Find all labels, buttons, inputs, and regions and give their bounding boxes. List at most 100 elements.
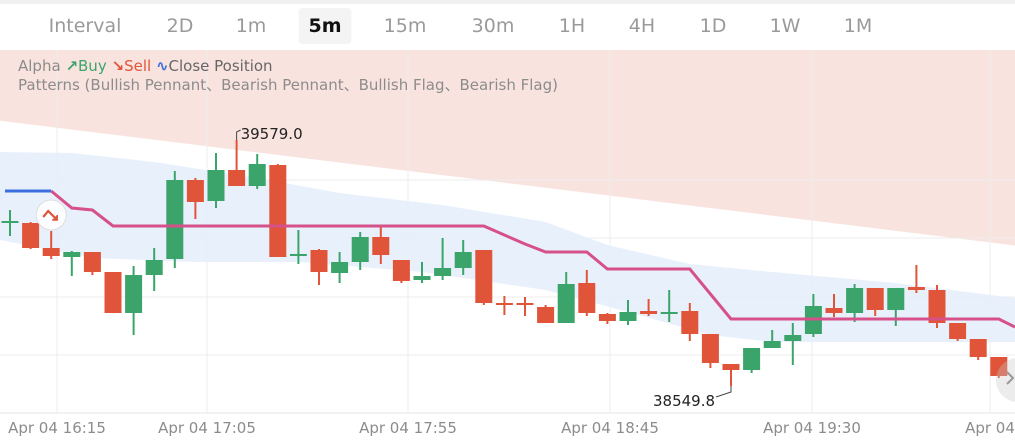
candle-body <box>125 274 143 313</box>
candle-body <box>495 303 513 306</box>
x-tick-label: Apr 04 18:45 <box>561 419 659 437</box>
tab-4h[interactable]: 4H <box>628 15 656 37</box>
candle <box>537 305 555 324</box>
candle <box>310 249 328 286</box>
candle-body <box>866 287 884 311</box>
candle-body <box>63 251 81 257</box>
candle <box>866 287 884 317</box>
x-tick-label: Apr 04 19:30 <box>763 419 861 437</box>
candle-body <box>310 249 328 273</box>
candle <box>475 249 493 306</box>
candle <box>63 250 81 276</box>
candle-body <box>413 275 431 281</box>
tab-interval: Interval <box>48 15 122 37</box>
candle-body <box>949 323 967 339</box>
candle-body <box>969 338 987 357</box>
candle-body <box>228 169 246 187</box>
candle <box>145 248 163 292</box>
candle <box>516 297 534 317</box>
high-price-label: 39579.0 <box>241 125 303 143</box>
candle-body <box>186 180 204 202</box>
candle <box>413 261 431 283</box>
candle-body <box>104 272 122 313</box>
low-price-label: 38549.8 <box>653 392 715 410</box>
tab-30m[interactable]: 30m <box>471 15 515 37</box>
candle-body <box>928 290 946 324</box>
low-marker-line <box>715 385 732 398</box>
candle <box>42 230 60 260</box>
candle-body <box>722 363 740 370</box>
candle <box>392 260 410 283</box>
candle <box>83 251 101 275</box>
arrow-down-right-icon: ↘ <box>111 57 125 75</box>
candle-body <box>743 348 761 370</box>
candle-body <box>825 307 843 313</box>
candle <box>104 272 122 313</box>
resistance-zone <box>0 50 1015 246</box>
candle <box>207 153 225 208</box>
zigzag-icon: ∿ <box>155 57 169 75</box>
candle <box>269 163 287 257</box>
x-tick-label: Apr 04 17:55 <box>359 419 457 437</box>
tab-2d[interactable]: 2D <box>166 15 194 37</box>
trend-line <box>50 189 1015 329</box>
candle-body <box>434 268 452 276</box>
candle <box>495 295 513 315</box>
tab-1d[interactable]: 1D <box>699 15 727 37</box>
candle <box>907 265 925 294</box>
tab-1h[interactable]: 1H <box>558 15 586 37</box>
candle <box>331 251 349 283</box>
candle <box>681 303 699 342</box>
tab-1m[interactable]: 1M <box>843 15 873 37</box>
candle-body <box>660 311 678 314</box>
candle <box>825 293 843 318</box>
candle <box>598 312 616 325</box>
candle <box>22 222 40 250</box>
candle <box>722 363 740 386</box>
tab-5m[interactable]: 5m <box>298 8 352 44</box>
candle <box>949 323 967 342</box>
sell-arrow <box>42 209 56 219</box>
candle <box>186 178 204 219</box>
candle-body <box>331 261 349 274</box>
tab-15m[interactable]: 15m <box>383 15 427 37</box>
candle-body <box>619 311 637 321</box>
tab-1w[interactable]: 1W <box>769 15 801 37</box>
candle <box>434 237 452 281</box>
candle-body <box>207 169 225 201</box>
candle-body <box>907 286 925 290</box>
candle-body <box>454 251 472 269</box>
scroll-latest-button[interactable] <box>996 358 1015 402</box>
candle-body <box>475 249 493 304</box>
candle-body <box>887 287 905 311</box>
candle-body <box>166 180 184 260</box>
candle <box>228 140 246 187</box>
candle <box>289 230 307 264</box>
chart-legend: Alpha ↗Buy ↘Sell ∿Close Position Pattern… <box>18 57 558 95</box>
candle <box>454 240 472 275</box>
x-tick-label: Apr 04 16:15 <box>8 419 106 437</box>
candle-body <box>598 313 616 321</box>
candle-body <box>846 287 864 313</box>
candle-body <box>392 260 410 281</box>
candle <box>846 284 864 323</box>
candle-body <box>248 163 266 187</box>
x-tick-label: Apr 04 <box>965 419 1015 437</box>
candle <box>928 285 946 329</box>
top-divider <box>0 0 1015 4</box>
candle <box>660 290 678 323</box>
legend-sell: Sell <box>124 57 152 75</box>
candle-body <box>372 236 390 256</box>
interval-tabs: Interval 2D 1m 5m 15m 30m 1H 4H 1D 1W 1M <box>0 8 1015 46</box>
candle <box>619 299 637 325</box>
candle <box>1 210 19 237</box>
candle-body <box>537 306 555 324</box>
high-marker-line <box>236 129 241 140</box>
candle-body <box>578 282 596 313</box>
tab-1m[interactable]: 1m <box>235 15 267 37</box>
candle-body <box>351 236 369 262</box>
candle-body <box>763 341 781 349</box>
arrow-up-right-icon: ↗ <box>65 57 79 75</box>
candle <box>125 266 143 336</box>
